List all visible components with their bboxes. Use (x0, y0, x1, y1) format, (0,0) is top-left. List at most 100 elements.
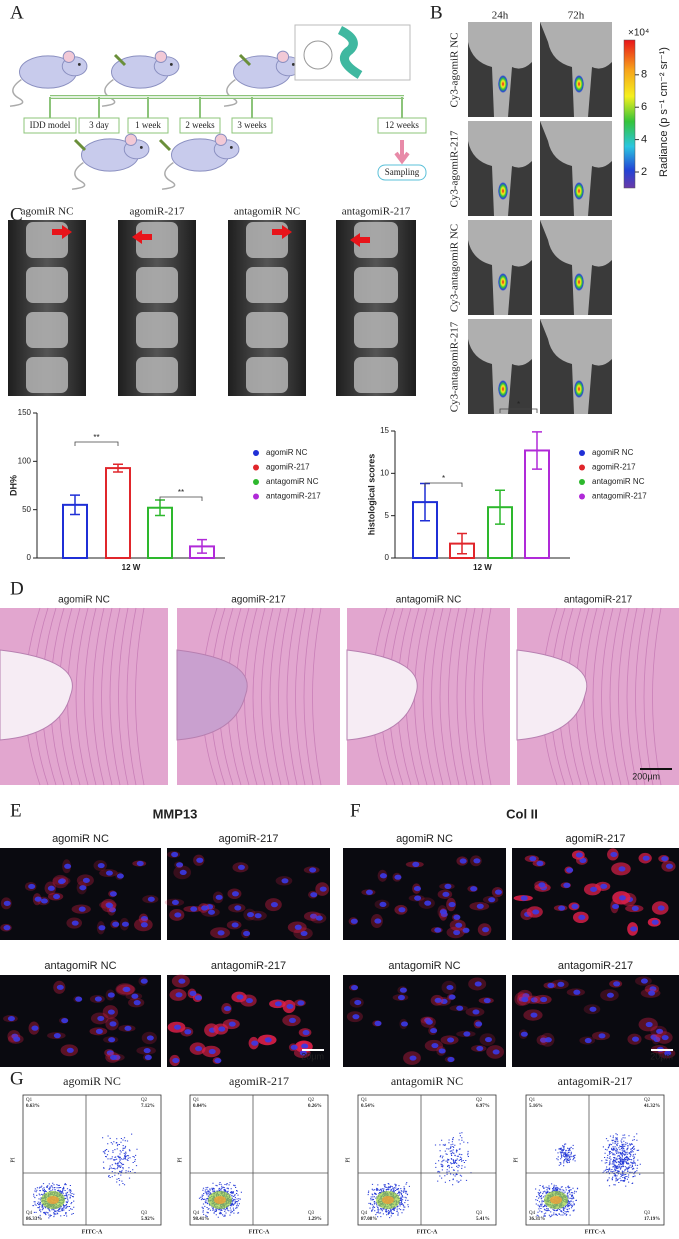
significance-bracket (424, 482, 463, 487)
colorbar-label: Radiance (p s⁻¹ cm⁻² sr⁻¹) (658, 47, 670, 177)
nucleus (563, 882, 571, 888)
if-label: agomiR NC (52, 833, 109, 845)
nucleus (571, 903, 579, 909)
nucleus (536, 860, 544, 866)
nucleus (53, 893, 61, 900)
red-arrow (132, 230, 152, 244)
nucleus (3, 925, 11, 931)
mouse-ear (62, 50, 76, 63)
nucleus (243, 930, 251, 937)
flow-title: antagomiR-217 (558, 1074, 633, 1088)
nucleus (215, 894, 223, 900)
nucleus (123, 986, 131, 992)
row-label: Cy3-agomiR-217 (449, 130, 461, 207)
error-bar (457, 532, 467, 555)
xray-label: antagomiR NC (234, 206, 300, 218)
mouse-tail (9, 79, 24, 107)
nucleus (473, 858, 481, 864)
if-scale: 20μm (301, 1051, 324, 1061)
if-label: agomiR-217 (219, 833, 279, 845)
nucleus (444, 883, 452, 889)
sampling-arrow (394, 140, 410, 165)
step-box (23, 117, 77, 134)
vertebra (136, 357, 178, 393)
tissue-fiber (278, 607, 290, 786)
tissue-fiber (465, 607, 476, 786)
step-box (231, 117, 273, 134)
vertebra (354, 357, 398, 393)
nucleus (573, 989, 581, 995)
nucleus (61, 1017, 69, 1024)
y-tick-label: 0 (27, 553, 32, 562)
tissue-fiber (643, 607, 654, 786)
row-label: Cy3-agomiR NC (449, 33, 461, 108)
nucleus (94, 996, 102, 1002)
error-bar (532, 431, 542, 470)
legend-marker (253, 450, 259, 456)
y-tick-label: 5 (385, 511, 390, 520)
quadrant-value: 87.08% (361, 1217, 377, 1222)
quadrant-value: 0.54% (361, 1104, 375, 1109)
nucleus (642, 855, 650, 861)
nucleus (439, 909, 447, 915)
quadrant-value: 7.12% (141, 1104, 155, 1109)
error-bar (495, 489, 505, 525)
nucleus (399, 987, 407, 993)
nucleus (264, 1037, 272, 1043)
signal-spot (574, 273, 584, 291)
y-tick-label: 10 (380, 468, 389, 477)
legend-marker (253, 493, 259, 500)
if-label: antagomiR-217 (558, 960, 633, 972)
nucleus (174, 912, 182, 918)
nucleus (108, 907, 116, 913)
nucleus (456, 1005, 464, 1011)
nucleus (214, 1057, 222, 1064)
nucleus (217, 930, 225, 936)
significance-bracket (159, 496, 203, 501)
syringe (113, 53, 127, 67)
quadrant-name: Q3 (476, 1211, 483, 1216)
nucleus (223, 1005, 231, 1012)
legend-marker (579, 493, 585, 500)
nucleus (107, 992, 115, 998)
vertebra (136, 222, 178, 258)
legend-label: agomiR NC (592, 448, 634, 457)
legend-label: antagomiR NC (266, 477, 319, 486)
nucleus (413, 885, 421, 892)
mouse-icon (71, 133, 150, 190)
nucleus (618, 866, 626, 872)
nucleus (176, 862, 184, 868)
nucleus (254, 913, 262, 919)
tissue-fiber (261, 607, 274, 786)
quadrant-name: Q1 (193, 1098, 200, 1103)
nucleus (425, 1019, 433, 1025)
colorbar-tick-label: 2 (641, 166, 647, 178)
flow-y-label: PI (177, 1157, 183, 1162)
mouse-ear (124, 133, 138, 146)
legend-marker (579, 450, 585, 456)
nucleus (440, 998, 448, 1005)
quadrant-name: Q2 (141, 1098, 148, 1103)
nucleus (475, 1021, 483, 1027)
nucleus (632, 1036, 640, 1042)
step-box (78, 117, 120, 134)
step-box (377, 117, 427, 134)
quadrant-value: 0.26% (308, 1104, 322, 1109)
nucleus (430, 1027, 438, 1034)
time-label: 72h (568, 10, 585, 22)
nucleus (484, 1036, 492, 1043)
nucleus (584, 1037, 592, 1044)
nucleus (447, 1037, 455, 1043)
vertebra (354, 312, 398, 348)
nucleus (53, 1033, 61, 1039)
vertebra (246, 222, 288, 258)
legend-label: agomiR-217 (592, 463, 636, 472)
tissue-fiber (118, 607, 129, 786)
nucleus (237, 864, 245, 870)
nucleus (315, 915, 323, 921)
tissue-fiber (431, 607, 444, 786)
tissue-fiber (482, 607, 492, 786)
flow-y-label: PI (345, 1157, 351, 1162)
nucleus (442, 891, 450, 897)
vertebra (26, 267, 68, 303)
